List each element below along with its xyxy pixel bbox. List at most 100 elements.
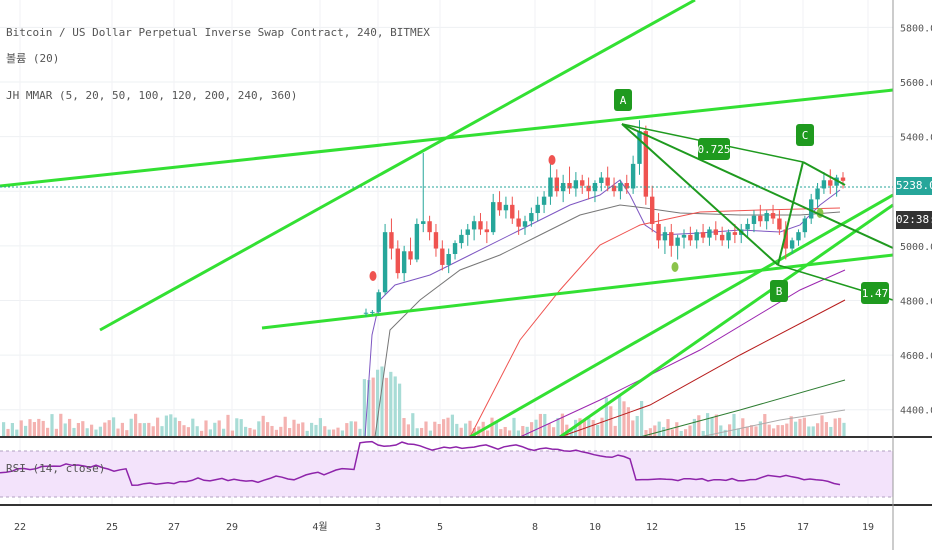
candle-body — [370, 311, 375, 313]
candle-body — [611, 185, 617, 192]
volume-bar — [626, 407, 630, 437]
candle-body — [713, 229, 718, 235]
volume-bar — [692, 418, 696, 437]
volume-bar — [750, 425, 754, 437]
volume-bar — [789, 416, 793, 437]
volume-bar — [46, 427, 50, 437]
candle-body — [764, 213, 769, 222]
volume-bars — [2, 366, 846, 437]
ratio-0725-label-box — [698, 138, 730, 160]
volume-bar — [802, 417, 806, 437]
volume-bar — [340, 430, 344, 437]
volume-bar — [239, 419, 243, 437]
volume-bar — [147, 422, 151, 437]
last-price-badge: 5238.0 — [896, 177, 932, 195]
candle-body — [643, 131, 649, 197]
volume-bar — [380, 366, 384, 437]
candle-body — [815, 188, 820, 200]
volume-bar — [719, 425, 723, 437]
volume-bar — [169, 414, 173, 437]
volume-bar — [362, 379, 366, 437]
volume-bar — [838, 417, 842, 437]
volume-bar — [670, 429, 674, 437]
pattern-leg — [621, 123, 894, 249]
volume-bar — [464, 423, 468, 437]
volume-bar — [494, 421, 498, 437]
volume-bar — [468, 420, 472, 437]
candle-body — [586, 185, 591, 192]
volume-bar — [701, 430, 705, 437]
volume-bar — [112, 417, 116, 437]
ratio-147-label-box — [861, 282, 889, 304]
candle-body — [656, 223, 661, 241]
volume-bar — [662, 427, 666, 437]
volume-bar — [63, 423, 67, 437]
trendline — [469, 193, 894, 439]
candle-body — [783, 229, 788, 249]
moving-average-line — [699, 409, 846, 438]
candle-body — [471, 221, 477, 230]
candle-body — [700, 232, 706, 238]
rsi-band — [0, 451, 893, 497]
volume-bar — [323, 426, 327, 437]
abc-pattern[interactable]: A B C 0.725 1.47 — [614, 89, 894, 304]
candle-body — [554, 177, 559, 192]
volume-bar — [450, 414, 454, 437]
volume-bar — [358, 428, 362, 437]
volume-bar — [244, 426, 248, 437]
volume-bar — [644, 430, 648, 437]
volume-bar — [508, 430, 512, 437]
x-tick-label: 17 — [797, 522, 809, 533]
volume-bar — [217, 420, 221, 437]
y-tick-label: 4800.0 — [900, 296, 932, 307]
legend-indicator: JH MMAR (5, 20, 50, 100, 120, 200, 240, … — [6, 89, 298, 102]
trendlines[interactable] — [0, 0, 894, 439]
candle-body — [484, 229, 490, 233]
candle-body — [389, 232, 394, 249]
volume-bar — [310, 422, 314, 437]
candle-body — [630, 163, 636, 189]
moving-average-line — [364, 179, 841, 438]
volume-bar — [648, 428, 652, 437]
volume-bar — [6, 428, 10, 437]
volume-bar — [798, 418, 802, 437]
volume-bar — [15, 429, 19, 437]
point-a-label: A — [620, 94, 627, 107]
volume-bar — [824, 422, 828, 437]
candle-body — [567, 182, 572, 189]
candle-body — [834, 177, 839, 186]
candle-body — [758, 215, 763, 222]
volume-bar — [402, 418, 406, 437]
volume-bar — [472, 428, 476, 437]
candle-body — [624, 182, 629, 189]
volume-bar — [134, 413, 138, 437]
volume-bar — [200, 430, 204, 437]
volume-bar — [459, 427, 463, 437]
volume-bar — [32, 422, 36, 437]
signal-dot — [548, 155, 556, 165]
pattern-leg — [621, 123, 779, 266]
volume-bar — [19, 420, 23, 437]
volume-bar — [318, 418, 322, 437]
candle-body — [828, 180, 833, 186]
volume-bar — [68, 418, 72, 437]
x-tick-label: 10 — [589, 522, 601, 533]
volume-bar — [54, 428, 58, 437]
volume-bar — [530, 422, 534, 437]
volume-bar — [151, 426, 155, 437]
volume-bar — [811, 426, 815, 437]
volume-bar — [85, 428, 89, 437]
point-b-label-box — [770, 280, 788, 302]
y-tick-label: 5600.0 — [900, 78, 932, 89]
x-tick-label: 27 — [168, 522, 180, 533]
volume-bar — [490, 417, 494, 437]
x-tick-label: 4월 — [312, 521, 327, 533]
candle-body — [732, 232, 738, 235]
volume-bar — [547, 423, 551, 437]
signal-dot — [369, 271, 377, 281]
volume-bar — [714, 414, 718, 437]
volume-bar — [129, 418, 133, 437]
volume-bar — [433, 421, 437, 437]
moving-average-line — [374, 204, 841, 438]
